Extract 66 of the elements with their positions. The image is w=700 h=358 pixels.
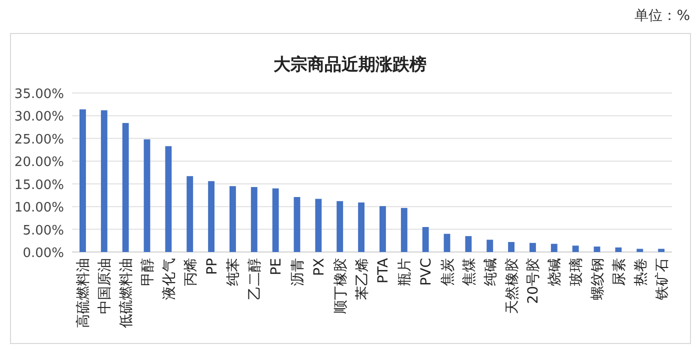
bar	[186, 176, 194, 252]
x-tick-label: PTA	[376, 258, 392, 284]
x-tick-label: 苯乙烯	[354, 258, 370, 300]
y-tick-label: 0.00%	[22, 246, 64, 261]
bar	[100, 110, 108, 252]
x-tick-label: 尿素	[611, 258, 628, 286]
bar	[336, 201, 344, 252]
x-tick-label: 沥青	[290, 258, 306, 286]
bar	[165, 146, 172, 252]
x-tick-label: 热卷	[632, 258, 649, 286]
bar	[550, 244, 558, 252]
x-tick-label: 顺丁橡胶	[332, 258, 349, 314]
bar	[80, 109, 86, 252]
bar	[465, 236, 472, 252]
bar	[122, 122, 129, 252]
bar	[272, 188, 279, 252]
bar	[422, 227, 429, 252]
x-tick-label: 高硫燃料油	[76, 258, 92, 328]
x-tick-label: 乙二醇	[247, 258, 264, 300]
y-tick-label: 10.00%	[14, 200, 64, 216]
bar	[508, 242, 514, 252]
x-tick-label: PVC	[418, 258, 435, 286]
x-tick-label: PE	[268, 258, 285, 276]
bar	[572, 246, 579, 252]
x-tick-label: 螺纹钢	[590, 258, 606, 300]
x-tick-label: 纯苯	[226, 258, 242, 286]
x-tick-label: 焦煤	[461, 258, 478, 286]
y-tick-label: 25.00%	[14, 132, 64, 148]
bar	[530, 242, 536, 252]
bar	[380, 206, 386, 252]
x-tick-label: 丙烯	[182, 258, 199, 286]
bar	[208, 181, 214, 252]
bar	[486, 240, 494, 252]
x-tick-label: 低硫燃料油	[118, 258, 135, 328]
x-tick-label: 铁矿石	[654, 258, 670, 301]
x-tick-label: 玻璃	[568, 258, 585, 286]
bar	[615, 247, 622, 252]
x-tick-label: 瓶片	[397, 258, 414, 286]
bar	[250, 187, 258, 252]
x-tick-label: 液化气	[161, 258, 178, 300]
x-tick-label: 甲醇	[140, 258, 156, 286]
x-tick-label: 天然橡胶	[504, 258, 520, 314]
bar	[658, 248, 664, 252]
y-tick-label: 20.00%	[14, 155, 64, 170]
bar	[400, 208, 408, 252]
x-tick-label: 烧碱	[547, 258, 564, 286]
x-tick-label: PX	[311, 258, 328, 276]
x-tick-label: PP	[204, 258, 220, 275]
y-tick-label: 15.00%	[14, 178, 64, 193]
y-tick-label: 30.00%	[14, 110, 64, 125]
x-tick-label: 20号胶	[526, 258, 542, 304]
bar	[315, 198, 322, 252]
bar	[636, 248, 644, 252]
y-tick-label: 35.00%	[14, 87, 64, 102]
bar	[144, 139, 150, 252]
text: 单位：%	[634, 8, 690, 24]
bar	[444, 234, 450, 252]
chart-title: 大宗商品近期涨跌榜	[274, 55, 426, 75]
x-tick-label: 中国原油	[97, 258, 114, 314]
x-tick-label: 纯碱	[482, 258, 499, 286]
bar	[230, 186, 236, 252]
x-tick-label: 焦炭	[440, 258, 456, 286]
bar	[294, 197, 300, 252]
bar	[594, 246, 600, 252]
y-tick-label: 5.00%	[22, 223, 64, 238]
bar	[358, 202, 364, 252]
